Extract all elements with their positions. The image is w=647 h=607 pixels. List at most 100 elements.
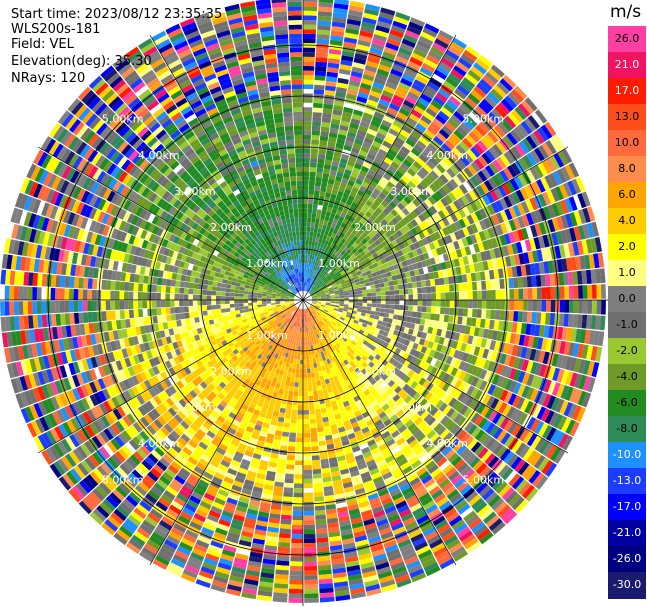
- velocity-gate: [282, 432, 289, 437]
- velocity-gate: [439, 314, 444, 321]
- velocity-gate: [372, 292, 377, 296]
- velocity-gate: [313, 469, 322, 474]
- velocity-gate: [303, 75, 314, 80]
- velocity-gate: [303, 360, 306, 365]
- velocity-gate: [307, 369, 311, 374]
- velocity-gate: [303, 369, 307, 374]
- velocity-gate: [281, 515, 292, 520]
- velocity-gate: [318, 432, 325, 437]
- velocity-gate: [283, 496, 293, 501]
- velocity-gate: [532, 300, 537, 311]
- velocity-gate: [454, 284, 459, 292]
- velocity-gate: [522, 277, 528, 288]
- velocity-gate: [481, 309, 486, 318]
- velocity-gate: [426, 287, 431, 293]
- velocity-gate: [427, 300, 432, 306]
- velocity-gate: [537, 288, 542, 300]
- velocity-gate: [309, 176, 315, 181]
- velocity-gate: [495, 310, 500, 320]
- velocity-gate: [286, 460, 294, 465]
- velocity-gate: [358, 294, 363, 297]
- velocity-gate: [296, 451, 304, 456]
- velocity-gate: [303, 84, 313, 89]
- velocity-gate: [304, 534, 316, 539]
- velocity-gate: [303, 387, 307, 392]
- velocity-gate: [303, 158, 310, 163]
- velocity-gate: [321, 210, 326, 216]
- velocity-gate: [398, 284, 403, 289]
- velocity-gate: [449, 284, 454, 292]
- velocity-gate: [303, 0, 318, 2]
- velocity-gate: [293, 359, 297, 364]
- velocity-gate: [303, 204, 308, 209]
- velocity-gate: [349, 300, 354, 302]
- velocity-gate: [444, 277, 450, 285]
- velocity-gate: [290, 358, 294, 363]
- velocity-gate: [348, 305, 353, 308]
- velocity-gate: [310, 428, 317, 433]
- velocity-gate: [296, 442, 303, 447]
- velocity-gate: [541, 300, 546, 312]
- velocity-gate: [303, 71, 314, 76]
- velocity-gate: [310, 419, 316, 424]
- velocity-gate: [291, 414, 297, 419]
- velocity-gate: [500, 289, 505, 299]
- velocity-gate: [311, 442, 318, 447]
- velocity-gate: [313, 98, 323, 103]
- velocity-gate: [288, 391, 293, 396]
- velocity-gate: [299, 373, 303, 378]
- velocity-gate: [287, 455, 295, 460]
- velocity-gate: [281, 510, 292, 515]
- velocity-gate: [413, 306, 418, 312]
- velocity-gate: [430, 313, 435, 320]
- velocity-gate: [399, 289, 404, 294]
- velocity-gate: [314, 395, 319, 400]
- velocity-gate: [440, 307, 445, 314]
- velocity-gate: [481, 281, 486, 290]
- velocity-gate: [395, 295, 400, 300]
- velocity-gate: [406, 277, 411, 283]
- velocity-gate: [313, 108, 323, 113]
- velocity-gate: [305, 341, 308, 346]
- velocity-gate: [305, 337, 307, 342]
- velocity-gate: [376, 292, 381, 296]
- velocity-gate: [431, 300, 436, 306]
- velocity-gate: [450, 300, 455, 307]
- velocity-gate: [298, 396, 303, 401]
- velocity-gate: [389, 286, 394, 291]
- velocity-gate: [308, 208, 313, 213]
- velocity-gate: [310, 414, 316, 419]
- velocity-gate: [513, 311, 518, 322]
- velocity-gate: [467, 282, 472, 291]
- velocity-gate: [303, 185, 309, 190]
- velocity-gate: [280, 528, 292, 534]
- velocity-gate: [303, 98, 313, 103]
- velocity-gate: [289, 432, 296, 437]
- velocity-gate: [518, 277, 524, 288]
- velocity-gate: [509, 289, 514, 299]
- velocity-gate: [316, 53, 328, 59]
- velocity-gate: [303, 80, 314, 85]
- velocity-gate: [306, 346, 309, 351]
- velocity-gate: [303, 34, 316, 39]
- velocity-gate: [281, 436, 288, 441]
- velocity-gate: [340, 302, 345, 304]
- velocity-gate: [596, 300, 601, 314]
- velocity-gate: [284, 385, 289, 390]
- velocity-gate: [387, 276, 393, 281]
- velocity-gate: [309, 181, 315, 186]
- velocity-gate: [531, 276, 537, 288]
- velocity-gate: [344, 304, 349, 307]
- velocity-gate: [435, 279, 440, 286]
- velocity-gate: [381, 304, 386, 308]
- velocity-gate: [564, 300, 569, 313]
- velocity-gate: [313, 478, 322, 483]
- velocity-gate: [290, 423, 296, 428]
- velocity-gate: [312, 455, 320, 460]
- velocity-gate: [312, 464, 321, 469]
- velocity-gate: [304, 493, 314, 498]
- velocity-gate: [362, 306, 367, 310]
- velocity-gate: [564, 286, 569, 299]
- velocity-gate: [303, 139, 311, 144]
- velocity-gate: [303, 405, 308, 410]
